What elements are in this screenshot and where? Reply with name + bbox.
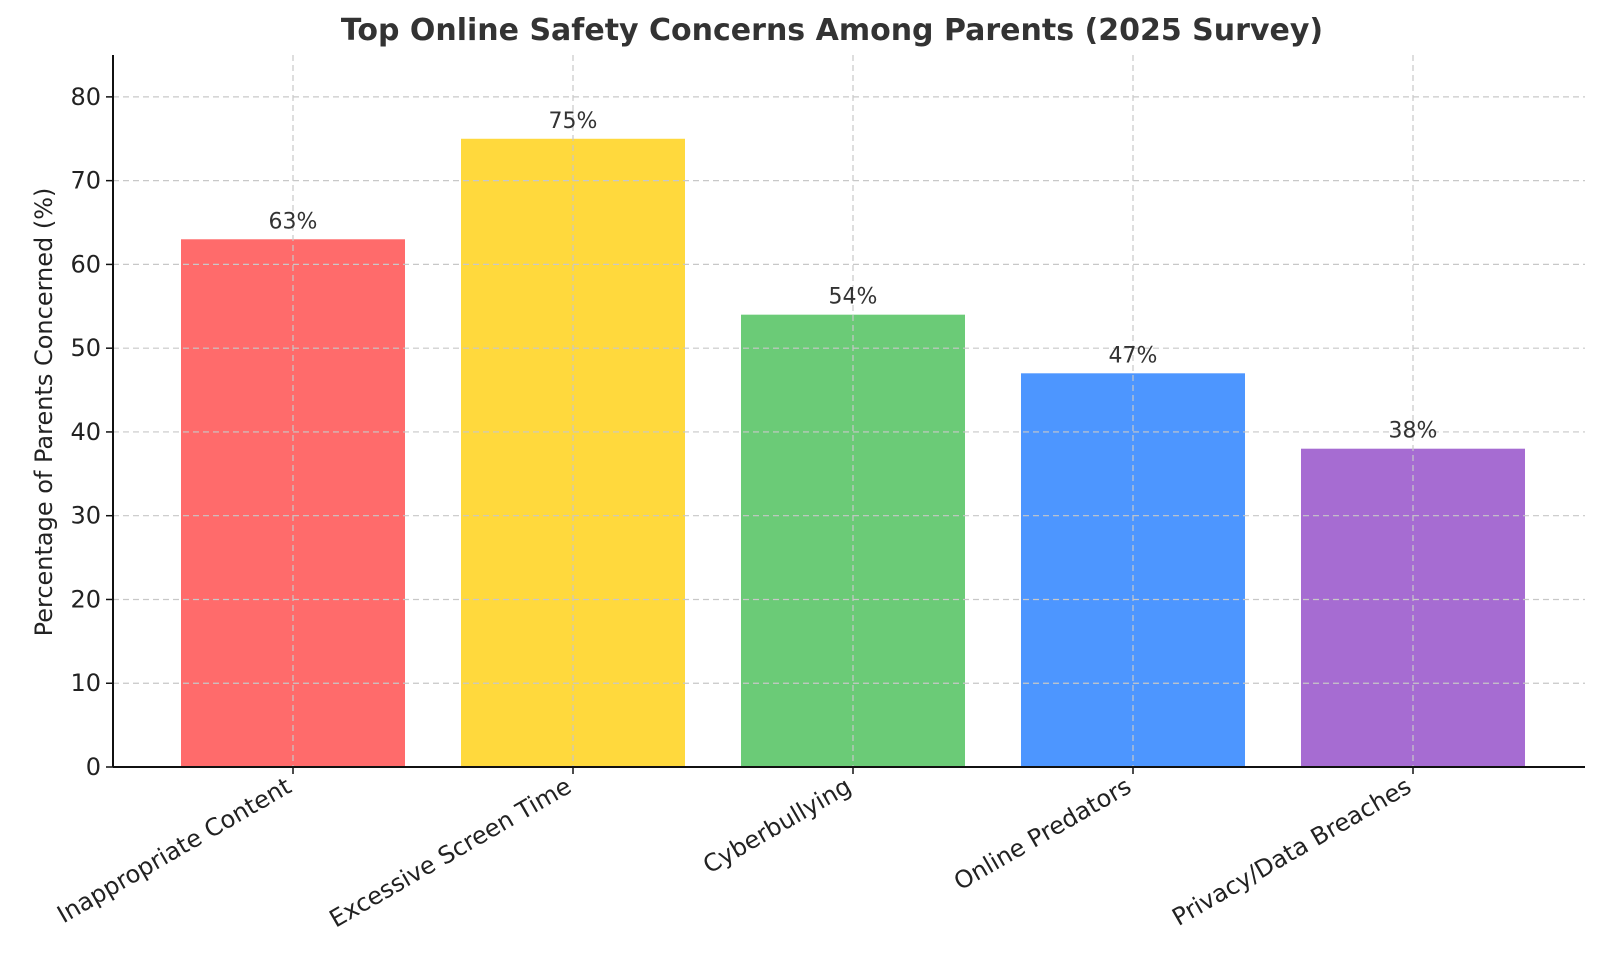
chart-title: Top Online Safety Concerns Among Parents… bbox=[341, 13, 1323, 48]
bar-value-label: 75% bbox=[549, 109, 598, 134]
x-tick-label: Inappropriate Content bbox=[52, 772, 296, 929]
x-tick-label: Cyberbullying bbox=[698, 772, 856, 879]
bar bbox=[461, 138, 685, 767]
bar-value-label: 47% bbox=[1109, 343, 1158, 368]
y-tick-label: 80 bbox=[70, 83, 101, 111]
data-labels: 63% 75% 54% 47% 38% bbox=[269, 109, 1438, 444]
y-tick-label: 30 bbox=[70, 502, 101, 530]
y-tick-label: 40 bbox=[70, 418, 101, 446]
bars bbox=[181, 138, 1525, 767]
x-tick-label: Privacy/Data Breaches bbox=[1167, 772, 1416, 932]
x-tick-label: Excessive Screen Time bbox=[325, 772, 576, 933]
bar-value-label: 54% bbox=[829, 285, 878, 310]
y-tick-label: 70 bbox=[70, 167, 101, 195]
x-tick-label: Online Predators bbox=[949, 772, 1136, 896]
y-tick-label: 0 bbox=[86, 753, 101, 781]
y-tick-label: 10 bbox=[70, 669, 101, 697]
y-tick-label: 50 bbox=[70, 334, 101, 362]
axes bbox=[106, 55, 1585, 774]
y-axis-label: Percentage of Parents Concerned (%) bbox=[30, 188, 58, 637]
y-tick-label: 60 bbox=[70, 250, 101, 278]
y-tick-label: 20 bbox=[70, 585, 101, 613]
grid-lines bbox=[113, 55, 1585, 767]
bar-value-label: 63% bbox=[269, 209, 318, 234]
bar-value-label: 38% bbox=[1389, 419, 1438, 444]
